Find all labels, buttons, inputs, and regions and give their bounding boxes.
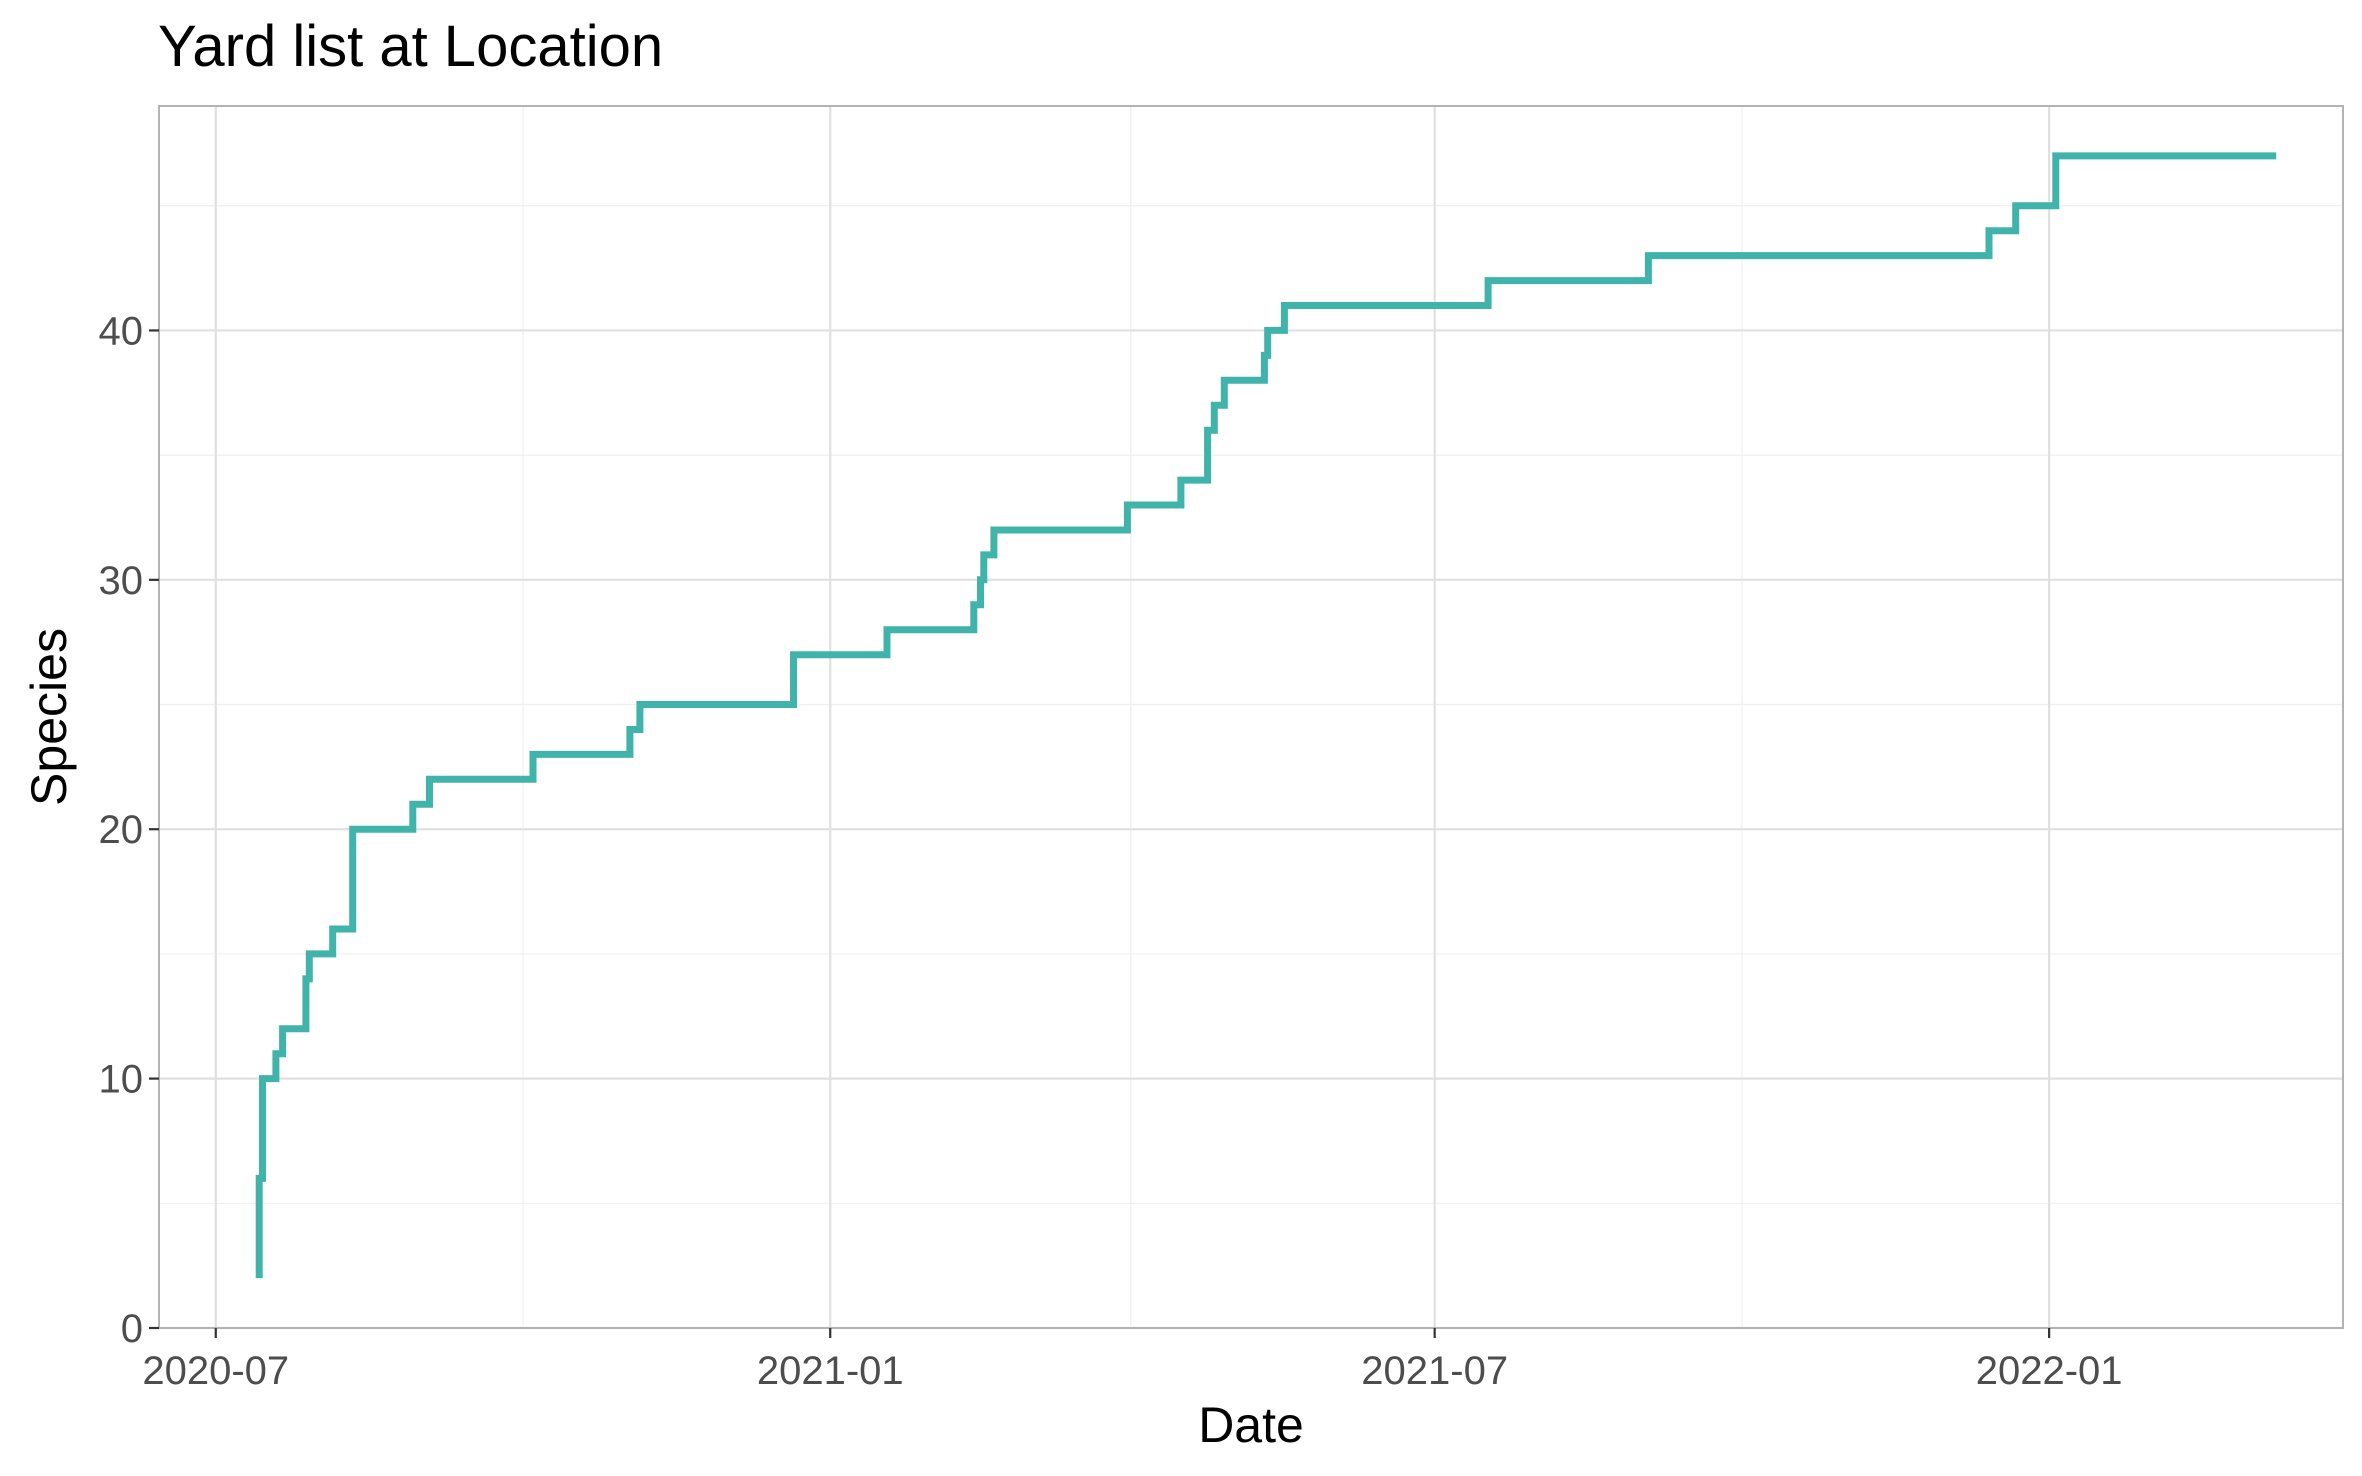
major-gridlines <box>159 106 2343 1330</box>
y-axis-title: Species <box>21 628 77 806</box>
x-tick-label: 2020-07 <box>142 1349 289 1393</box>
x-axis-title: Date <box>1198 1397 1304 1453</box>
y-tick-label: 0 <box>121 1307 143 1351</box>
x-tick-label: 2021-01 <box>757 1349 904 1393</box>
y-tick-label: 30 <box>99 559 144 603</box>
x-tick-label: 2021-07 <box>1361 1349 1508 1393</box>
axis-ticks <box>149 329 2051 1338</box>
y-axis-tick-labels: 0 10 20 30 40 <box>99 309 144 1351</box>
y-tick-label: 20 <box>99 808 144 852</box>
x-axis-tick-labels: 2020-07 2021-01 2021-07 2022-01 <box>142 1349 2122 1393</box>
chart-title: Yard list at Location <box>158 14 663 79</box>
x-tick-label: 2022-01 <box>1976 1349 2123 1393</box>
y-tick-label: 10 <box>99 1058 144 1102</box>
plot-panel-border <box>158 105 2344 1329</box>
minor-gridlines <box>159 106 2343 1328</box>
series-layer <box>255 152 2277 1279</box>
species-cumulative-line <box>255 152 2277 1279</box>
y-tick-label: 40 <box>99 309 144 353</box>
